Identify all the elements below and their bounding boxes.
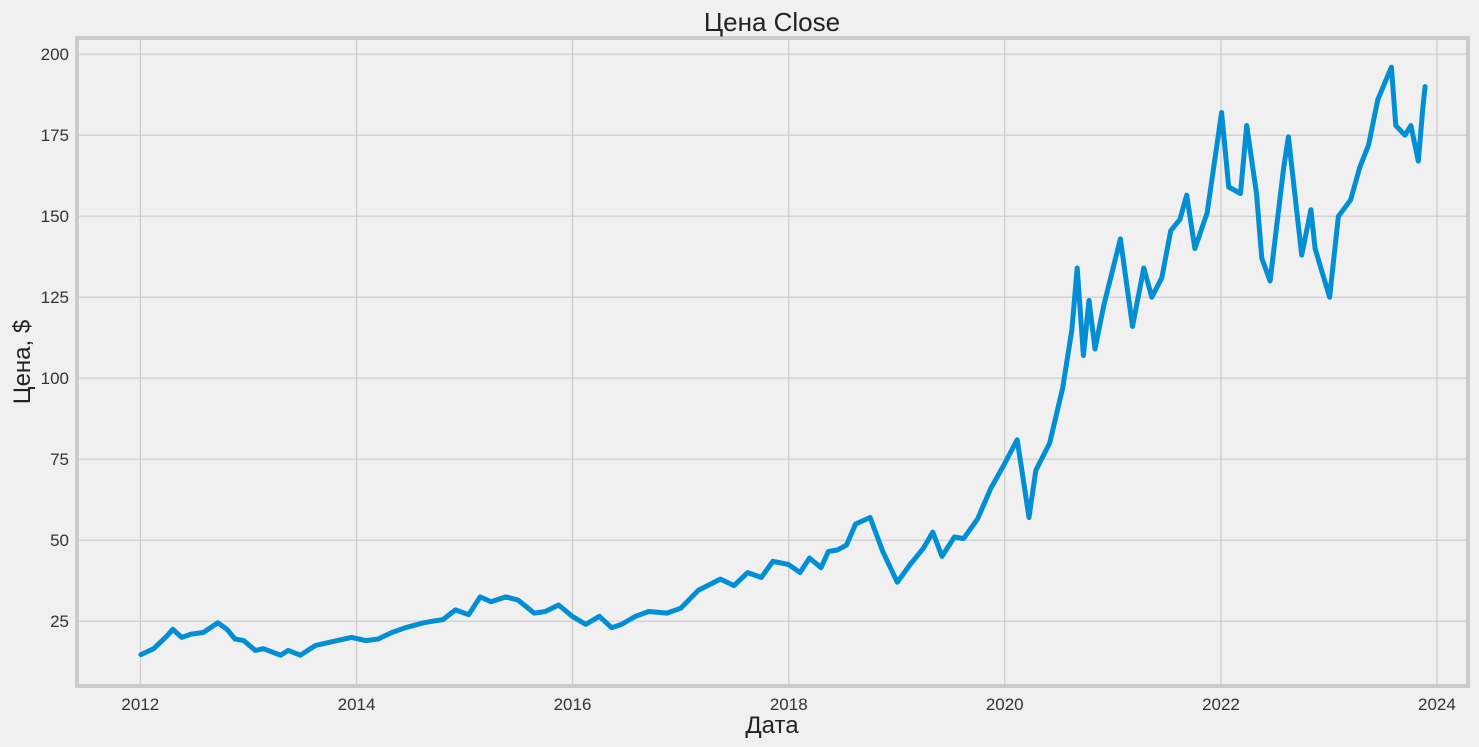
y-tick-label: 125: [41, 288, 69, 307]
y-tick-label: 100: [41, 369, 69, 388]
x-tick-label: 2020: [986, 695, 1024, 714]
x-tick-label: 2018: [770, 695, 808, 714]
y-tick-label: 200: [41, 45, 69, 64]
x-axis-label: Дата: [745, 712, 799, 739]
x-tick-label: 2024: [1418, 695, 1456, 714]
grid: [79, 40, 1466, 684]
series-line-close: [138, 64, 1428, 658]
y-axis-label: Цена, $: [9, 320, 36, 404]
x-tick-label: 2022: [1202, 695, 1240, 714]
y-tick-label: 175: [41, 126, 69, 145]
x-tick-label: 2014: [338, 695, 376, 714]
series-layer: [138, 64, 1428, 658]
y-tick-label: 150: [41, 207, 69, 226]
x-tick-label: 2016: [554, 695, 592, 714]
y-tick-label: 25: [50, 612, 69, 631]
x-tick-label: 2012: [121, 695, 159, 714]
plot-area: [75, 36, 1470, 688]
y-tick-label: 75: [50, 450, 69, 469]
y-tick-label: 50: [50, 531, 69, 550]
tick-labels: 2012 2014 2016 2018 2020 2022 2024 25 50 75 100 125…: [41, 45, 1456, 714]
chart-title: Цена Close: [704, 7, 840, 37]
